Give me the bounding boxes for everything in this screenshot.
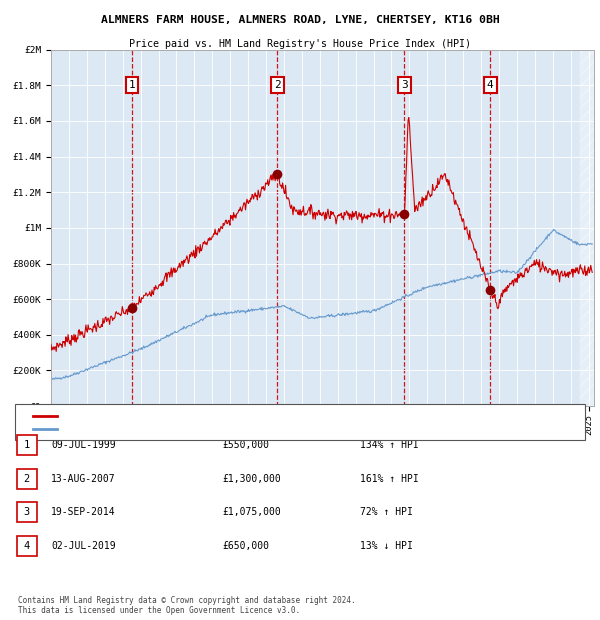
- Text: £650,000: £650,000: [222, 541, 269, 551]
- Text: £550,000: £550,000: [222, 440, 269, 450]
- Text: 13% ↓ HPI: 13% ↓ HPI: [360, 541, 413, 551]
- Text: 134% ↑ HPI: 134% ↑ HPI: [360, 440, 419, 450]
- Text: 09-JUL-1999: 09-JUL-1999: [51, 440, 116, 450]
- Text: 161% ↑ HPI: 161% ↑ HPI: [360, 474, 419, 484]
- Text: 4: 4: [487, 80, 493, 91]
- Text: 19-SEP-2014: 19-SEP-2014: [51, 507, 116, 517]
- Text: 2: 2: [23, 474, 30, 484]
- Text: 02-JUL-2019: 02-JUL-2019: [51, 541, 116, 551]
- Text: 13-AUG-2007: 13-AUG-2007: [51, 474, 116, 484]
- Bar: [580, 50, 594, 406]
- Text: HPI: Average price, detached house, Runnymede: HPI: Average price, detached house, Runn…: [60, 424, 280, 433]
- Text: 3: 3: [401, 80, 408, 91]
- Text: £1,075,000: £1,075,000: [222, 507, 281, 517]
- Text: 3: 3: [23, 507, 30, 517]
- Text: 72% ↑ HPI: 72% ↑ HPI: [360, 507, 413, 517]
- Text: ALMNERS FARM HOUSE, ALMNERS ROAD, LYNE, CHERTSEY, KT16 0BH (detached house): ALMNERS FARM HOUSE, ALMNERS ROAD, LYNE, …: [60, 411, 425, 420]
- Text: ALMNERS FARM HOUSE, ALMNERS ROAD, LYNE, CHERTSEY, KT16 0BH: ALMNERS FARM HOUSE, ALMNERS ROAD, LYNE, …: [101, 16, 499, 25]
- Text: £1,300,000: £1,300,000: [222, 474, 281, 484]
- Text: 1: 1: [128, 80, 136, 91]
- Text: Price paid vs. HM Land Registry's House Price Index (HPI): Price paid vs. HM Land Registry's House …: [129, 39, 471, 49]
- Text: 2: 2: [274, 80, 281, 91]
- Text: 4: 4: [23, 541, 30, 551]
- Text: Contains HM Land Registry data © Crown copyright and database right 2024.
This d: Contains HM Land Registry data © Crown c…: [18, 596, 356, 615]
- Text: 1: 1: [23, 440, 30, 450]
